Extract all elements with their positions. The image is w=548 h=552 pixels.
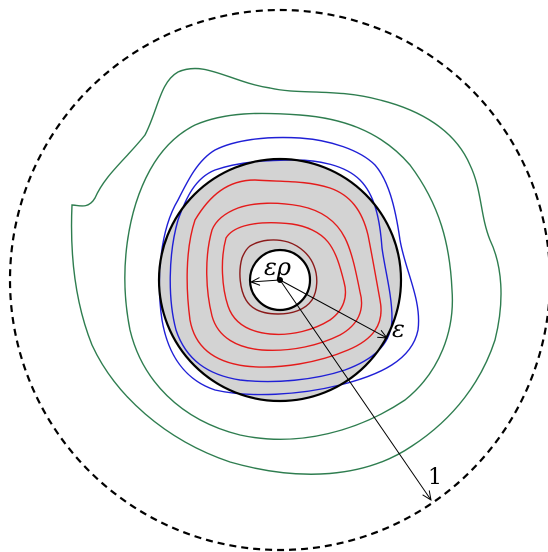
red-level-curve-2 [206, 202, 363, 352]
green-level-curve-inner [124, 112, 454, 440]
unit-radius-label: 1 [428, 465, 442, 490]
outer-disk-boundary [157, 157, 403, 403]
inner-radius-arrow [251, 280, 281, 282]
center-point [277, 277, 283, 283]
unit-circle-dashed [8, 8, 548, 552]
unit-radius-arrow [279, 279, 431, 500]
green-level-curve-outer [70, 67, 502, 475]
inner-radius-label: ερ [264, 253, 291, 281]
dark-red-level-curve [239, 239, 318, 315]
red-level-curve-3 [221, 221, 347, 336]
outer-radius-label: ε [392, 315, 405, 343]
blue-level-curve-outer [158, 136, 420, 396]
outer-radius-arrow [279, 279, 387, 338]
red-level-curve-1 [186, 179, 382, 368]
